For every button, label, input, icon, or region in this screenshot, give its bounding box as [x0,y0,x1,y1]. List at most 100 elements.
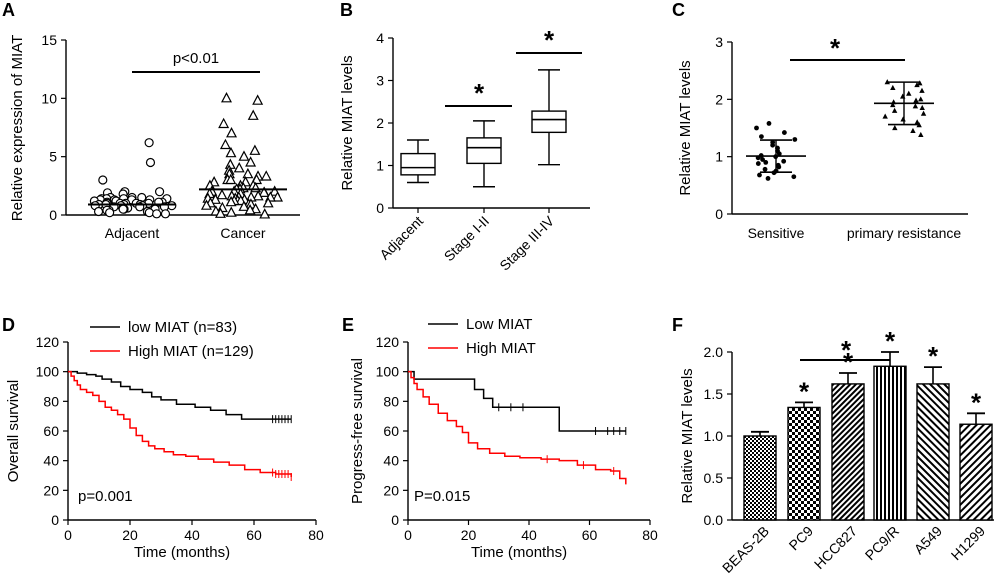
significance-star: * [841,335,852,365]
panel-label: B [340,0,353,20]
data-point [759,134,764,140]
panel-label: E [342,315,354,335]
y-tick-label: 3 [376,73,384,89]
data-point [209,193,221,204]
data-point [154,187,165,197]
data-point [152,209,162,219]
x-tick-label: Stage III-IV [496,212,557,273]
data-point [890,102,896,108]
x-tick-label: BEAS-2B [719,523,772,576]
panel-a: A 0 5 10 15 Relative expression of MIAT Adjace… [2,0,300,241]
bar-group-3: * [831,347,865,521]
data-point [167,201,177,211]
x-tick-label: 20 [461,527,477,543]
data-point [225,173,237,185]
significance-star: * [474,78,485,108]
data-point [218,117,230,129]
x-tick-label: 60 [246,527,262,543]
box-iqr [531,110,567,134]
data-point [912,103,919,109]
y-tick-label: 40 [383,453,399,469]
series-1 [746,121,806,181]
y-tick-label: 0 [51,512,59,528]
data-point [914,82,920,88]
survival-curve [68,370,292,477]
data-point [245,156,257,167]
bar-group-5: * [916,341,950,521]
x-axis-title: Time (months) [134,544,230,561]
bar [743,435,777,521]
data-point [766,121,772,126]
data-point [776,164,782,170]
x-tick-label: 0 [64,527,72,543]
panel-b: B 0 1 2 3 4 Relative MIAT levels Adjacent Stage … [339,0,590,274]
y-tick-label: 1 [715,149,723,165]
y-tick-label: 20 [43,482,59,498]
x-tick-label: 60 [582,527,598,543]
survival-curve [408,370,626,432]
box-iqr [400,152,436,176]
data-point [892,125,898,131]
panel-f: F 0.0 0.5 1.0 1.5 2.0 Relative MIAT levels BEAS… [672,315,994,576]
y-axis-title: Relative MIAT levels [679,368,696,503]
data-point [238,200,250,211]
box-iqr [466,137,502,165]
y-axis-title: Relative expression of MIAT [9,35,26,221]
box-3 [531,69,567,166]
p-value-annotation: P=0.015 [414,488,470,505]
x-tick-label: 40 [184,527,200,543]
panel-label: F [672,315,683,335]
data-point [900,116,906,122]
y-tick-label: 120 [376,334,400,350]
panel-e: E 0 20 40 60 80 100 120 0 20 40 60 80 Time (months) Pr… [342,315,658,561]
data-point [754,125,759,131]
y-tick-label: 0.0 [704,512,724,528]
data-point [93,206,104,217]
y-tick-label: 100 [36,364,60,380]
data-point [216,188,228,200]
bar-group-4: * [873,326,907,521]
data-point [225,195,237,207]
data-point [913,97,919,103]
data-point [918,96,924,102]
data-point [791,174,797,180]
data-point [252,190,264,201]
data-point [884,79,890,85]
y-tick-label: 20 [383,482,399,498]
data-point [765,176,771,181]
data-point [891,107,898,113]
y-tick-label: 120 [36,334,60,350]
data-point [906,90,912,96]
data-point [258,186,270,197]
significance-star: * [799,376,810,406]
data-point [251,173,263,185]
data-point [160,209,171,219]
y-tick-label: 60 [43,423,59,439]
bar-group-6: * [959,387,993,521]
data-point [919,87,925,93]
panel-label: D [2,315,15,335]
data-point [244,204,256,215]
y-tick-label: 4 [376,30,384,46]
legend-label: Low MIAT [466,316,532,333]
data-point [252,94,264,105]
data-point [262,197,274,208]
y-tick-label: 1.0 [704,428,724,444]
data-point [247,109,259,120]
panel-label: C [672,0,685,20]
x-tick-label: PC9/R [862,523,902,563]
data-point [145,157,156,168]
data-point [781,158,787,164]
data-point [272,191,284,202]
p-value-annotation: p<0.01 [173,50,219,67]
data-point [225,206,237,217]
bar-group-2: * [787,376,821,521]
y-tick-label: 1 [376,158,384,174]
y-tick-label: 40 [43,453,59,469]
data-point [233,162,245,173]
data-point [781,130,787,135]
x-tick-label: Stage I-II [441,213,492,264]
data-point [214,207,226,218]
km-series-1 [68,370,292,424]
data-point [757,172,762,178]
